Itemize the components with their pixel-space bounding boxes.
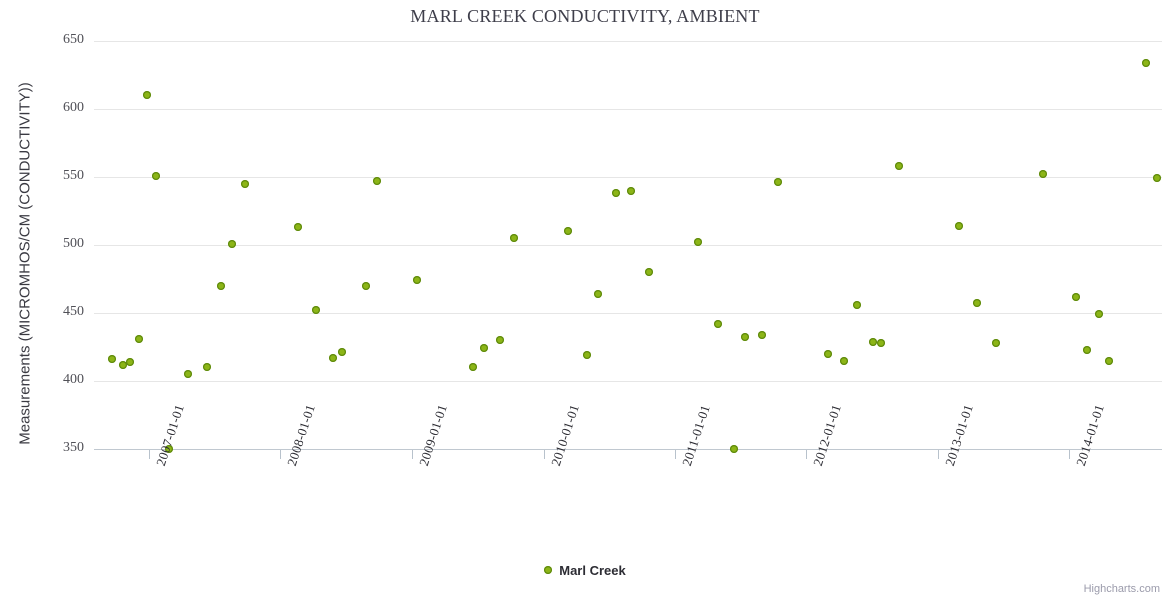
y-tick-label: 400	[63, 372, 84, 387]
data-point[interactable]	[1104, 356, 1113, 365]
y-tick-label: 350	[63, 440, 84, 455]
data-point[interactable]	[774, 178, 783, 187]
x-tick-mark	[149, 450, 151, 459]
y-tick-label: 550	[63, 168, 84, 183]
data-point[interactable]	[611, 189, 620, 198]
legend-item-label[interactable]: Marl Creek	[559, 563, 626, 579]
data-point[interactable]	[693, 238, 702, 247]
gridline	[94, 245, 1162, 246]
gridline	[94, 109, 1162, 110]
y-tick-label: 450	[63, 304, 84, 319]
data-point[interactable]	[118, 360, 127, 369]
data-point[interactable]	[480, 344, 489, 353]
data-point[interactable]	[361, 281, 370, 290]
data-point[interactable]	[184, 370, 193, 379]
data-point[interactable]	[840, 356, 849, 365]
data-point[interactable]	[1039, 170, 1048, 179]
data-point[interactable]	[895, 162, 904, 171]
x-tick-mark	[674, 450, 676, 459]
chart-title: MARL CREEK CONDUCTIVITY, AMBIENT	[410, 6, 760, 26]
data-point[interactable]	[973, 299, 982, 308]
data-point[interactable]	[107, 355, 116, 364]
y-tick-label: 650	[63, 32, 84, 47]
x-tick-mark	[1069, 450, 1071, 459]
data-point[interactable]	[151, 171, 160, 180]
y-tick-label: 600	[63, 100, 84, 115]
x-tick-mark	[280, 450, 282, 459]
data-point[interactable]	[509, 234, 518, 243]
data-point[interactable]	[217, 281, 226, 290]
data-point[interactable]	[413, 276, 422, 285]
data-point[interactable]	[372, 177, 381, 186]
gridline	[94, 41, 1162, 42]
data-point[interactable]	[758, 330, 767, 339]
data-point[interactable]	[593, 289, 602, 298]
data-point[interactable]	[1083, 345, 1092, 354]
data-point[interactable]	[241, 179, 250, 188]
data-point[interactable]	[1141, 58, 1150, 67]
data-point[interactable]	[823, 349, 832, 358]
data-point[interactable]	[869, 337, 878, 346]
x-tick-mark	[412, 450, 414, 459]
data-point[interactable]	[1152, 174, 1161, 183]
data-point[interactable]	[312, 306, 321, 315]
x-tick-mark	[806, 450, 808, 459]
x-tick-mark	[938, 450, 940, 459]
data-point[interactable]	[730, 445, 739, 453]
y-tick-label: 500	[63, 236, 84, 251]
data-point[interactable]	[135, 334, 144, 343]
data-point[interactable]	[627, 186, 636, 195]
data-point[interactable]	[955, 221, 964, 230]
data-point[interactable]	[164, 445, 173, 453]
gridline	[94, 177, 1162, 178]
y-axis-title: Measurements (MICROMHOS/CM (CONDUCTIVITY…	[16, 82, 34, 445]
x-tick-mark	[543, 450, 545, 459]
data-point[interactable]	[644, 268, 653, 277]
data-point[interactable]	[328, 353, 337, 362]
data-point[interactable]	[991, 338, 1000, 347]
highcharts-credits[interactable]: Highcharts.com	[1083, 583, 1160, 595]
data-point[interactable]	[142, 91, 151, 100]
data-point[interactable]	[126, 357, 135, 366]
data-point[interactable]	[495, 336, 504, 345]
plot-area	[94, 41, 1162, 453]
data-point[interactable]	[1095, 310, 1104, 319]
gridline	[94, 449, 1162, 450]
data-point[interactable]	[228, 239, 237, 248]
data-point[interactable]	[564, 227, 573, 236]
chart-legend[interactable]: Marl Creek	[0, 562, 1170, 578]
gridline	[94, 381, 1162, 382]
data-point[interactable]	[876, 338, 885, 347]
gridline	[94, 313, 1162, 314]
data-point[interactable]	[582, 351, 591, 360]
data-point[interactable]	[714, 319, 723, 328]
data-point[interactable]	[469, 363, 478, 372]
data-point[interactable]	[741, 333, 750, 342]
data-point[interactable]	[338, 348, 346, 357]
data-point[interactable]	[202, 363, 211, 372]
data-point[interactable]	[1072, 292, 1081, 301]
legend-marker-icon	[544, 565, 553, 574]
data-point[interactable]	[294, 223, 303, 232]
data-point[interactable]	[852, 300, 861, 309]
